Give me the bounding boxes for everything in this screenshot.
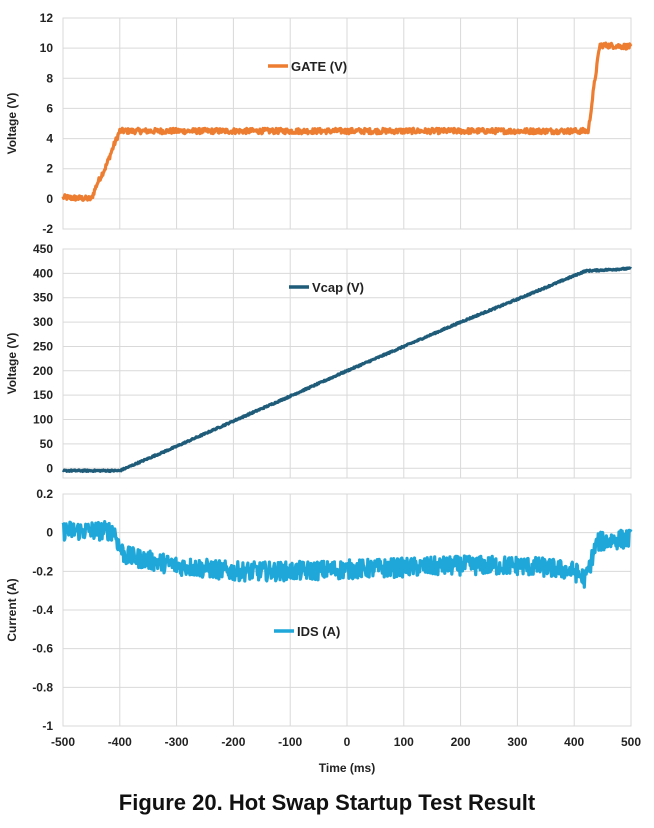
y-tick-label-vcap: 0: [46, 461, 53, 475]
y-tick-label-vcap: 350: [33, 291, 53, 305]
y-axis-title-vcap: Voltage (V): [5, 333, 19, 395]
y-tick-label-vcap: 150: [33, 388, 53, 402]
legend-label-gate: GATE (V): [291, 59, 347, 74]
y-tick-label-vcap: 450: [33, 242, 53, 256]
y-tick-label-gate: 12: [40, 11, 54, 25]
y-tick-label-vcap: 400: [33, 266, 53, 280]
x-tick-label: 100: [394, 735, 414, 749]
x-tick-label: 0: [344, 735, 351, 749]
series-line-vcap: [61, 266, 633, 473]
y-tick-label-gate: -2: [42, 222, 53, 236]
y-tick-label-vcap: 100: [33, 413, 53, 427]
y-tick-label-vcap: 250: [33, 339, 53, 353]
y-tick-label-ids: 0.2: [36, 487, 53, 501]
y-tick-label-gate: 6: [46, 101, 53, 115]
y-tick-label-ids: -0.8: [32, 680, 53, 694]
x-tick-label: 400: [564, 735, 584, 749]
series-line-ids: [61, 519, 633, 589]
x-tick-label: -400: [108, 735, 132, 749]
y-tick-label-ids: -0.4: [32, 603, 53, 617]
x-tick-label: -100: [278, 735, 302, 749]
y-axis-title-gate: Voltage (V): [5, 93, 19, 155]
legend-label-ids: IDS (A): [297, 624, 340, 639]
x-tick-label: 500: [621, 735, 641, 749]
y-tick-label-vcap: 50: [40, 437, 54, 451]
y-tick-label-ids: 0: [46, 526, 53, 540]
x-tick-label: 300: [507, 735, 527, 749]
y-tick-label-ids: -0.6: [32, 642, 53, 656]
y-tick-label-vcap: 200: [33, 364, 53, 378]
x-tick-label: 200: [451, 735, 471, 749]
y-tick-label-gate: 4: [46, 132, 53, 146]
x-tick-label: -300: [165, 735, 189, 749]
figure-plot: -2 0 2 4 6 8 10 12 Voltage (V) GATE (V) 0 50 100 150 2…: [5, 11, 641, 775]
y-tick-label-ids: -1: [42, 719, 53, 733]
x-axis-title: Time (ms): [319, 761, 375, 775]
x-tick-label: -200: [221, 735, 245, 749]
y-axis-title-ids: Current (A): [5, 578, 19, 641]
y-tick-label-ids: -0.2: [32, 564, 53, 578]
y-tick-label-gate: 2: [46, 162, 53, 176]
y-tick-label-gate: 10: [40, 41, 54, 55]
y-tick-label-gate: 0: [46, 192, 53, 206]
figure-caption: Figure 20. Hot Swap Startup Test Result: [118, 790, 536, 815]
y-tick-label-gate: 8: [46, 71, 53, 85]
x-tick-label: -500: [51, 735, 75, 749]
y-tick-label-vcap: 300: [33, 315, 53, 329]
legend-label-vcap: Vcap (V): [312, 280, 364, 295]
series-line-gate: [61, 41, 633, 202]
